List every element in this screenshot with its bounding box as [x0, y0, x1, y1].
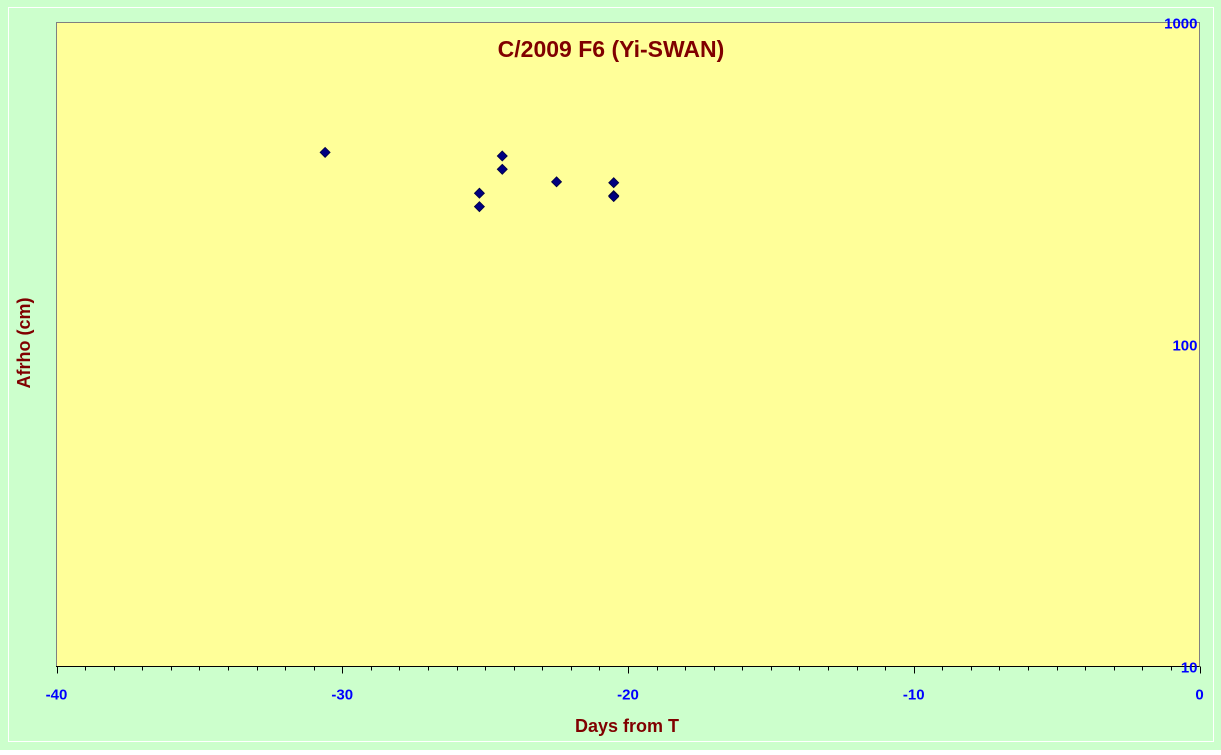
data-point	[496, 163, 508, 175]
plot-area	[56, 22, 1200, 667]
data-point	[473, 187, 485, 199]
data-point	[319, 146, 331, 158]
y-tick-label: 1000	[1164, 16, 1197, 33]
x-minor-ticks	[57, 666, 1201, 674]
y-tick-label: 10	[1181, 660, 1198, 677]
data-point	[608, 177, 620, 189]
data-point	[550, 176, 563, 188]
chart-title: C/2009 F6 (Yi-SWAN)	[498, 36, 725, 62]
data-point	[496, 150, 508, 162]
x-tick-labels: -40 -30 -20 -10 0	[46, 687, 1204, 704]
y-tick-label: 100	[1172, 338, 1197, 355]
y-tick-labels: 10 100 1000	[1164, 16, 1197, 677]
data-point	[608, 191, 620, 203]
x-tick-label: -10	[903, 687, 925, 704]
x-tick-label: -20	[617, 687, 639, 704]
x-tick-label: -40	[46, 687, 68, 704]
chart-border	[8, 7, 1214, 742]
data-point	[473, 201, 485, 213]
data-points	[319, 146, 620, 213]
x-axis-label: Days from T	[575, 716, 679, 736]
x-tick-label: 0	[1195, 687, 1203, 704]
x-tick-label: -30	[331, 687, 353, 704]
y-axis-label: Afrho (cm)	[14, 298, 34, 389]
